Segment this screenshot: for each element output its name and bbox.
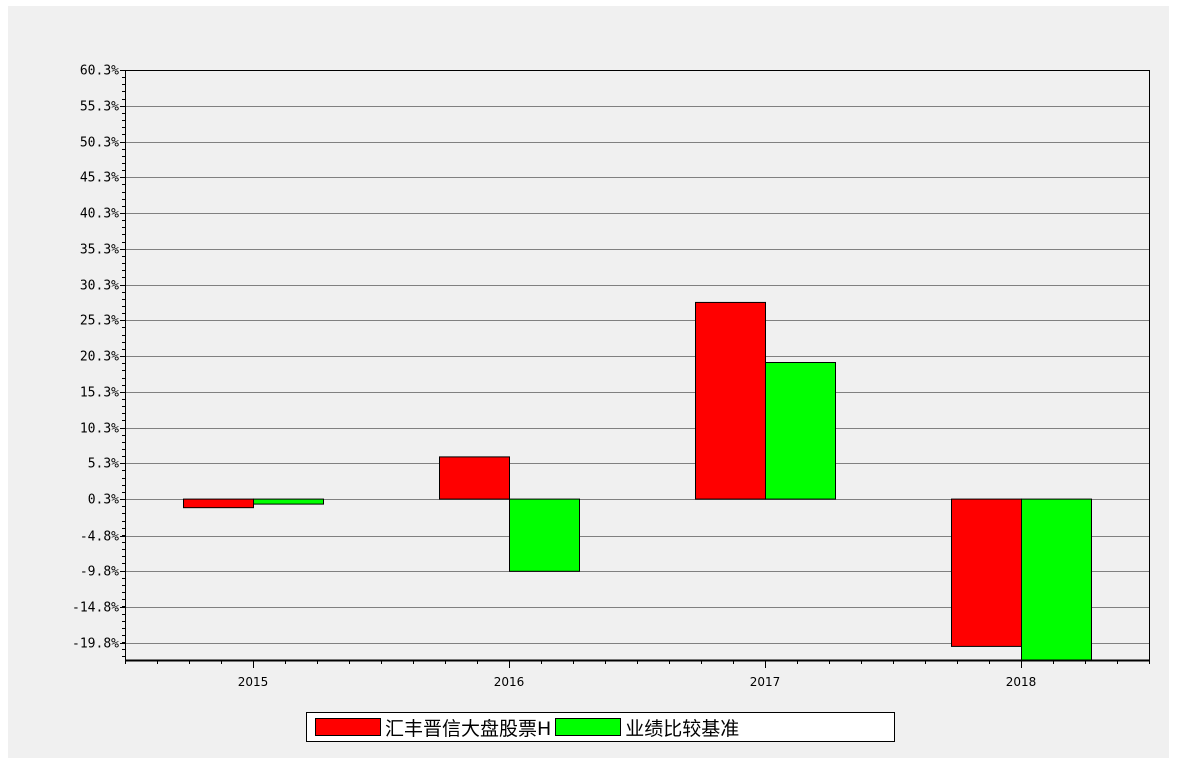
bar-series-1-2015 — [183, 498, 254, 509]
legend-label-series-2: 业绩比较基准 — [625, 717, 740, 740]
legend-item-series-1: 汇丰晋信大盘股票H — [315, 714, 551, 741]
y-tick-label: 55.3% — [80, 100, 119, 115]
y-tick-label: 60.3% — [80, 64, 119, 79]
x-tick-label: 2017 — [750, 675, 781, 689]
y-tick-label: -14.8% — [72, 601, 119, 616]
y-tick-label: 0.3% — [88, 493, 119, 508]
y-tick-label: 35.3% — [80, 243, 119, 258]
y-tick-label: 20.3% — [80, 350, 119, 365]
x-tick-label: 2015 — [238, 675, 269, 689]
bar-series-2-2016 — [509, 498, 580, 572]
legend: 汇丰晋信大盘股票H 业绩比较基准 — [306, 712, 895, 742]
y-tick-label: -19.8% — [72, 637, 119, 652]
y-tick-label: 30.3% — [80, 279, 119, 294]
y-tick-label: 40.3% — [80, 207, 119, 222]
y-tick-label: 50.3% — [80, 136, 119, 151]
bar-series-2-2017 — [765, 361, 836, 500]
x-tick-label: 2016 — [494, 675, 525, 689]
y-tick-label: -4.8% — [80, 530, 119, 545]
bar-series-1-2018 — [951, 498, 1022, 647]
bar-series-2-2015 — [253, 498, 324, 505]
legend-swatch-series-1 — [315, 718, 381, 736]
bar-series-1-2017 — [695, 301, 766, 500]
bar-series-2-2018 — [1021, 498, 1092, 661]
x-tick-label: 2018 — [1006, 675, 1037, 689]
y-tick-label: -9.8% — [80, 565, 119, 580]
y-tick-label: 25.3% — [80, 314, 119, 329]
legend-label-series-1: 汇丰晋信大盘股票H — [385, 717, 552, 740]
y-tick-label: 15.3% — [80, 386, 119, 401]
y-tick-label: 10.3% — [80, 422, 119, 437]
chart-panel: 60.3% 55.3% 50.3% 45.3% 40.3% 35.3% 30.3% 25.3%… — [8, 6, 1169, 758]
bar-chart: 60.3% 55.3% 50.3% 45.3% 40.3% 35.3% 30.3% 25.3%… — [72, 64, 1150, 689]
y-tick-label: 45.3% — [80, 171, 119, 186]
y-tick-label: 5.3% — [88, 457, 119, 472]
legend-swatch-series-2 — [555, 718, 622, 736]
bar-series-1-2016 — [439, 456, 510, 500]
legend-item-series-2: 业绩比较基准 — [555, 714, 739, 741]
